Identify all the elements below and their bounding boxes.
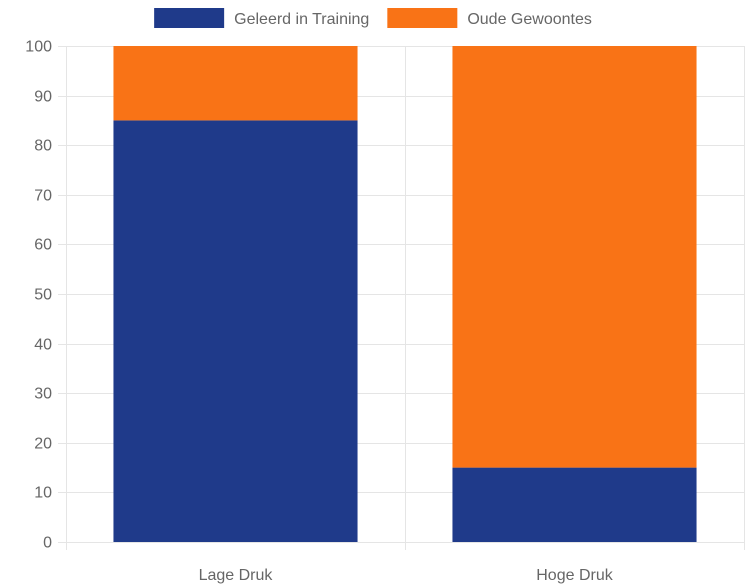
legend-label[interactable]: Oude Gewoontes	[467, 11, 592, 28]
y-tick-label: 30	[34, 386, 52, 403]
y-tick-label: 100	[25, 39, 52, 56]
bars	[113, 46, 697, 543]
y-tick-label: 70	[34, 188, 52, 205]
bar-hoge-druk-geleerd-in-training[interactable]	[452, 467, 697, 542]
y-tick-label: 90	[34, 89, 52, 106]
axes: 0 10 20 30 40 50 60 70 80 90 100 Lage Druk Hoge Druk	[25, 39, 613, 584]
legend-swatch-oude-gewoontes[interactable]	[387, 8, 458, 28]
x-tick-label: Lage Druk	[199, 567, 274, 584]
y-tick-label: 0	[43, 535, 52, 552]
legend-label[interactable]: Geleerd in Training	[234, 11, 369, 28]
bar-lage-druk-oude-gewoontes[interactable]	[113, 46, 358, 121]
x-tick-label: Hoge Druk	[536, 567, 613, 584]
bar-lage-druk-geleerd-in-training[interactable]	[113, 120, 358, 543]
y-tick-label: 50	[34, 287, 52, 304]
legend-swatch-geleerd-in-training[interactable]	[154, 8, 225, 28]
bar-hoge-druk-oude-gewoontes[interactable]	[452, 46, 697, 468]
legend: Geleerd in Training Oude Gewoontes	[154, 8, 592, 28]
y-tick-label: 20	[34, 436, 52, 453]
y-tick-label: 80	[34, 138, 52, 155]
y-tick-label: 60	[34, 237, 52, 254]
y-tick-label: 10	[34, 485, 52, 502]
y-tick-label: 40	[34, 337, 52, 354]
